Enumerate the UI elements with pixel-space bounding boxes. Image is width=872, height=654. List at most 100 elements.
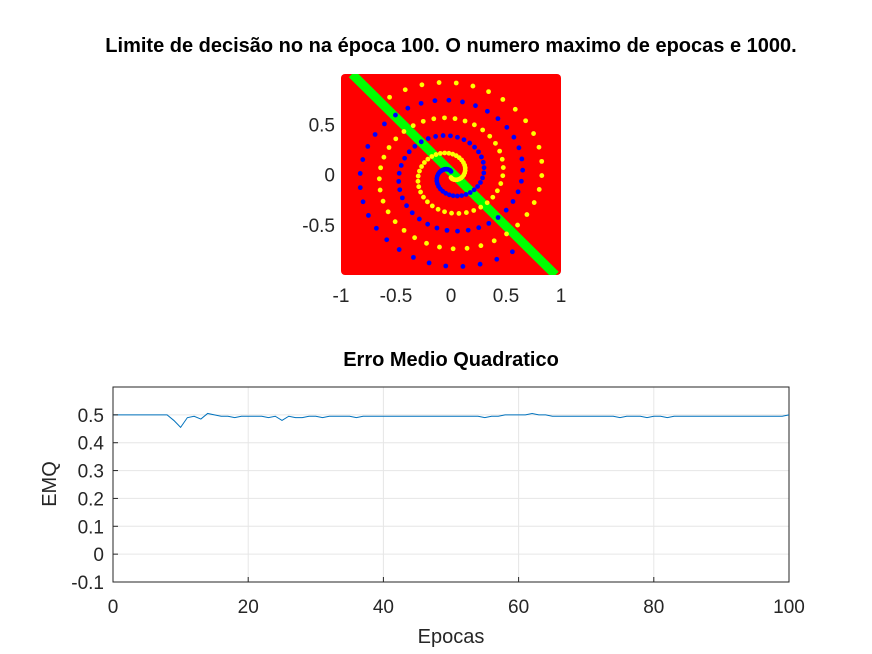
spiral-point: [480, 175, 485, 181]
spiral-point: [480, 127, 486, 133]
spiral-point: [434, 225, 440, 231]
spiral-point: [460, 99, 465, 105]
spiral-point: [372, 132, 378, 137]
spiral-point: [453, 80, 459, 86]
mse-x-tick-label: 60: [508, 597, 529, 618]
spiral-point: [446, 97, 452, 103]
mse-x-tick-label: 100: [773, 597, 805, 618]
spiral-point: [444, 227, 450, 233]
spiral-point: [476, 149, 481, 155]
spiral-point: [456, 211, 462, 216]
spiral-point: [455, 228, 460, 234]
spiral-point: [431, 116, 437, 122]
spiral-point: [467, 140, 473, 146]
spiral-point: [455, 134, 460, 140]
spiral-point: [449, 210, 454, 216]
spiral-point: [397, 187, 403, 193]
spiral-point: [378, 165, 384, 171]
spiral-point: [415, 173, 421, 179]
spiral-point: [357, 185, 363, 191]
spiral-point: [487, 133, 493, 139]
spiral-point: [402, 155, 408, 161]
top-y-tick-labels: -0.5 0 0.5: [302, 115, 335, 237]
spiral-point: [416, 216, 422, 222]
spiral-point: [464, 245, 470, 251]
mse-y-tick-label: 0.1: [78, 517, 104, 538]
spiral-point: [512, 106, 518, 112]
top-x-tick-label: 0: [446, 286, 457, 307]
spiral-point: [524, 212, 530, 217]
spiral-point: [520, 167, 526, 173]
spiral-point: [412, 143, 418, 149]
spiral-point: [425, 221, 431, 227]
spiral-point: [518, 178, 524, 184]
spiral-point: [515, 189, 521, 195]
spiral-point: [396, 170, 402, 176]
spiral-point: [470, 83, 476, 89]
spiral-point: [432, 98, 438, 104]
spiral-point: [531, 131, 536, 136]
spiral-point: [393, 112, 398, 118]
spiral-point: [511, 134, 517, 140]
spiral-point: [499, 156, 505, 162]
spiral-point: [421, 194, 426, 200]
spiral-point: [425, 156, 431, 162]
spiral-point: [418, 100, 424, 106]
spiral-point: [510, 199, 516, 204]
top-y-tick-label: 0: [324, 166, 335, 187]
spiral-point: [437, 244, 442, 250]
spiral-point: [500, 165, 506, 170]
spiral-point: [420, 118, 426, 124]
spiral-point: [452, 116, 458, 122]
spiral-point: [536, 144, 542, 150]
spiral-point: [500, 173, 506, 179]
spiral-point: [454, 193, 460, 199]
mse-y-tick-label: 0: [93, 545, 104, 566]
spiral-point: [471, 187, 477, 193]
spiral-point: [495, 116, 501, 122]
spiral-point: [495, 215, 501, 220]
spiral-point: [471, 208, 477, 213]
spiral-point: [480, 159, 486, 165]
spiral-point: [426, 260, 432, 266]
mse-x-tick-labels: 0 20 40 60 80 100: [108, 577, 805, 618]
spiral-point: [425, 136, 431, 141]
spiral-point: [478, 243, 484, 249]
spiral-point: [387, 94, 392, 100]
spiral-point: [402, 87, 408, 93]
spiral-point: [415, 178, 421, 184]
top-x-tick-labels: -1 -0.5 0 0.5 1: [333, 286, 567, 307]
top-y-tick-label: 0.5: [309, 115, 335, 136]
mse-y-tick-labels: -0.1 0 0.1 0.2 0.3 0.4 0.5: [71, 406, 118, 594]
spiral-point: [436, 80, 442, 85]
spiral-point: [419, 164, 424, 169]
spiral-point: [531, 200, 537, 205]
spiral-point: [494, 256, 500, 262]
spiral-point: [462, 118, 468, 124]
mse-y-tick-label: 0.2: [78, 489, 104, 510]
spiral-point: [404, 203, 409, 209]
top-x-tick-label: 1: [556, 286, 567, 307]
spiral-point: [443, 263, 449, 269]
mse-x-tick-label: 20: [238, 597, 259, 618]
spiral-point: [446, 192, 452, 198]
spiral-point: [491, 238, 497, 244]
spiral-points: [357, 80, 545, 269]
mse-y-tick-label: 0.5: [78, 406, 104, 427]
spiral-point: [519, 156, 525, 162]
spiral-point: [429, 154, 435, 159]
spiral-point: [425, 199, 430, 205]
spiral-point: [497, 148, 503, 154]
spiral-point: [435, 206, 441, 212]
spiral-point: [484, 108, 490, 114]
mse-series-line: [113, 412, 790, 429]
spiral-point: [516, 145, 522, 151]
spiral-point: [437, 150, 443, 156]
spiral-point: [365, 144, 371, 149]
spiral-point: [411, 254, 416, 260]
spiral-point: [479, 154, 484, 160]
spiral-point: [384, 237, 390, 243]
spiral-point: [467, 190, 473, 195]
spiral-point: [498, 181, 504, 186]
